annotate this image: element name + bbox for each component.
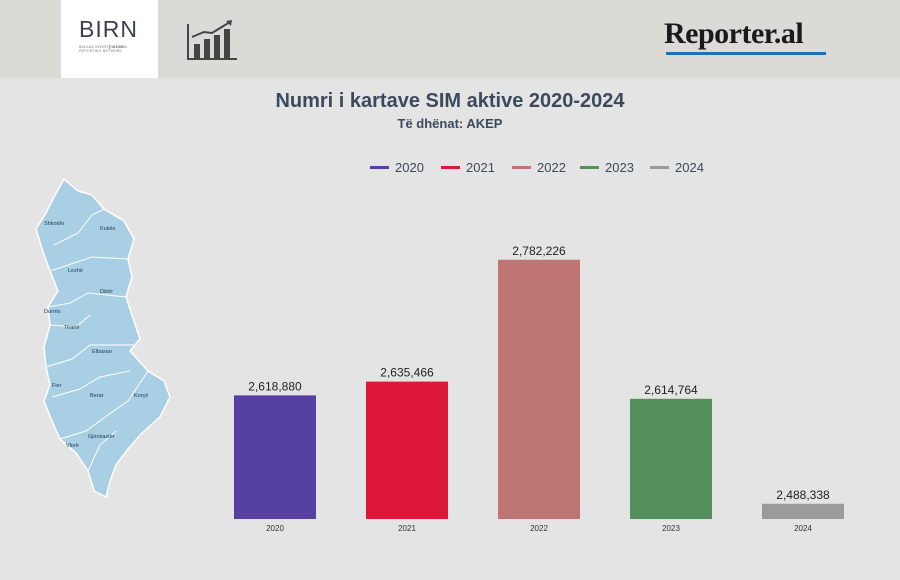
x-tick-label-2024: 2024 [794, 524, 812, 533]
chart-subtitle: Të dhënat: AKEP [397, 116, 503, 131]
map-label-tirane: Tiranë [64, 325, 79, 331]
map-label-vlore: Vlorë [66, 443, 79, 449]
reporter-logo[interactable]: Reporter.al [664, 17, 804, 50]
reporter-logo-underline [666, 52, 826, 55]
data-label-2022: 2,782,226 [512, 244, 566, 258]
chart-title: Numri i kartave SIM aktive 2020-2024 [275, 90, 625, 112]
bar-2023 [630, 398, 712, 519]
legend-label-2023: 2023 [605, 160, 634, 175]
map-label-korce: Korçë [134, 393, 148, 399]
x-tick-label-2022: 2022 [530, 524, 548, 533]
x-tick-label-2023: 2023 [662, 524, 680, 533]
map-label-shkoder: Shkodër [44, 221, 65, 227]
legend-label-2024: 2024 [675, 160, 704, 175]
map-label-kukes: Kukës [100, 226, 116, 232]
legend-label-2021: 2021 [466, 160, 495, 175]
data-label-2020: 2,618,880 [248, 379, 302, 393]
legend-label-2020: 2020 [395, 160, 424, 175]
map-label-diber: Dibër [100, 289, 113, 295]
map-label-berat: Berat [90, 393, 104, 399]
legend-swatch-2021 [441, 166, 460, 169]
albania-map-shape [35, 177, 171, 499]
map-label-elbasan: Elbasan [92, 349, 112, 355]
map-label-gjirokaster: Gjirokastër [88, 434, 115, 440]
birn-logo[interactable]: BIRN BALKAN INVESTIGATIVE REPORTING NETW… [61, 0, 158, 78]
data-label-2021: 2,635,466 [380, 366, 434, 380]
data-label-2024: 2,488,338 [776, 488, 830, 502]
bar-2020 [234, 395, 316, 519]
map-label-durres: Durrës [44, 309, 61, 315]
x-tick-label-2020: 2020 [266, 524, 284, 533]
map-label-fier: Fier [52, 383, 62, 389]
legend-swatch-2023 [580, 166, 599, 169]
legend-label-2022: 2022 [537, 160, 566, 175]
bar-chart-trend-icon [187, 20, 237, 60]
map-label-lezhe: Lezhë [68, 268, 83, 274]
birn-logo-subtext: BALKAN INVESTIGATIVE REPORTING NETWORK [79, 45, 124, 53]
birn-logo-text: BIRN [79, 16, 138, 42]
x-tick-label-2021: 2021 [398, 524, 416, 533]
legend-swatch-2020 [370, 166, 389, 169]
birn-logo-country: ALBANIA [109, 45, 127, 49]
bar-2021 [366, 381, 448, 519]
bar-2022 [498, 259, 580, 519]
data-label-2023: 2,614,764 [644, 383, 698, 397]
legend-swatch-2024 [650, 166, 669, 169]
legend-swatch-2022 [512, 166, 531, 169]
albania-map-icon: Shkodër Kukës Lezhë Dibër Durrës Tiranë … [35, 177, 171, 499]
bar-2024 [762, 503, 844, 519]
